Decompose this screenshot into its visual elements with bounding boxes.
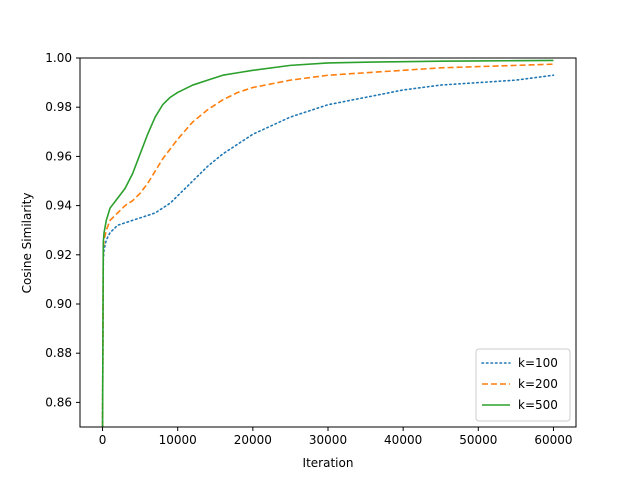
legend-box [475, 348, 571, 422]
y-tick-label: 0.90 [45, 297, 72, 311]
legend: k=100 k=200 k=500 [475, 348, 571, 422]
ticks-layer: 0 10000 20000 30000 40000 50000 60000 0.86 0.88 0… [45, 51, 572, 447]
legend-label-2: k=200 [518, 377, 558, 391]
x-tick-label: 50000 [459, 433, 497, 447]
series-line-1 [101, 74, 555, 427]
series-line-3 [101, 59, 554, 427]
y-axis-label: Cosine Similarity [20, 193, 34, 294]
x-tick-label: 30000 [309, 433, 347, 447]
y-tick-label: 0.92 [45, 248, 72, 262]
x-tick-label: 20000 [234, 433, 272, 447]
y-tick-label: 0.88 [45, 346, 72, 360]
legend-label-1: k=100 [518, 356, 558, 370]
y-tick-label: 0.98 [45, 100, 72, 114]
x-tick-label: 40000 [384, 433, 422, 447]
x-axis-label: Iteration [303, 456, 354, 470]
y-tick-label: 1.00 [45, 51, 72, 65]
y-tick-label: 0.94 [45, 199, 72, 213]
series-layer [101, 59, 555, 427]
x-tick-label: 0 [99, 433, 107, 447]
y-tick-label: 0.86 [45, 395, 72, 409]
x-tick-label: 10000 [159, 433, 197, 447]
x-tick-label: 60000 [534, 433, 572, 447]
y-tick-label: 0.96 [45, 149, 72, 163]
legend-label-3: k=500 [518, 398, 558, 412]
series-line-2 [101, 63, 554, 427]
